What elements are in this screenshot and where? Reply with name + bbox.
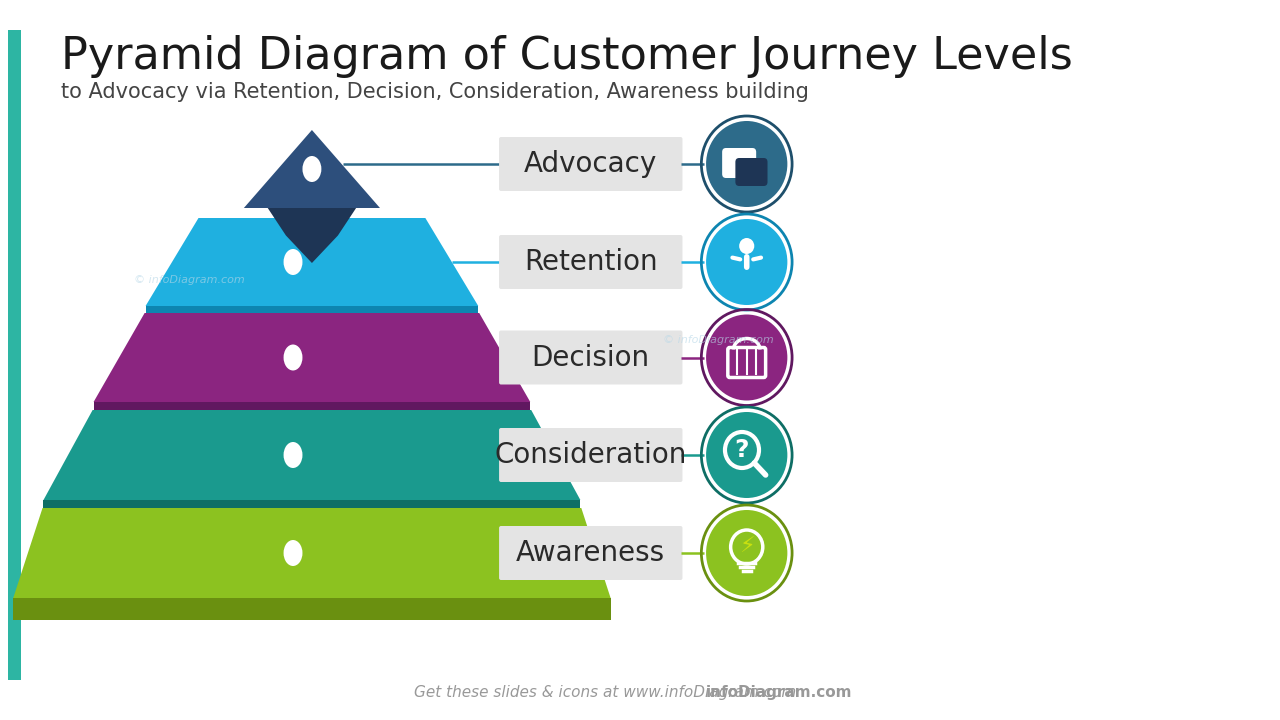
Polygon shape (146, 306, 479, 320)
FancyBboxPatch shape (8, 30, 20, 680)
Ellipse shape (284, 540, 302, 566)
Text: Pyramid Diagram of Customer Journey Levels: Pyramid Diagram of Customer Journey Leve… (61, 35, 1073, 78)
Text: Retention: Retention (524, 248, 658, 276)
Text: © infoDiagram.com: © infoDiagram.com (663, 335, 773, 345)
Circle shape (707, 219, 787, 305)
Text: infoDiagram.com: infoDiagram.com (707, 685, 852, 700)
FancyBboxPatch shape (736, 158, 768, 186)
Circle shape (707, 121, 787, 207)
Text: ?: ? (735, 438, 749, 462)
Polygon shape (146, 218, 479, 306)
Circle shape (707, 315, 787, 400)
Ellipse shape (284, 344, 302, 371)
Circle shape (739, 238, 754, 254)
Polygon shape (13, 508, 611, 598)
Text: ⚡: ⚡ (739, 537, 754, 557)
FancyBboxPatch shape (499, 330, 682, 384)
Text: © infoDiagram.com: © infoDiagram.com (133, 275, 244, 285)
Polygon shape (44, 410, 580, 500)
Polygon shape (268, 208, 356, 263)
Polygon shape (244, 130, 380, 208)
Text: to Advocacy via Retention, Decision, Consideration, Awareness building: to Advocacy via Retention, Decision, Con… (61, 82, 809, 102)
FancyBboxPatch shape (722, 148, 756, 178)
Polygon shape (13, 598, 611, 620)
Ellipse shape (302, 156, 321, 182)
FancyBboxPatch shape (499, 235, 682, 289)
Polygon shape (93, 402, 530, 418)
FancyBboxPatch shape (499, 137, 682, 191)
Text: Decision: Decision (531, 343, 650, 372)
FancyBboxPatch shape (499, 428, 682, 482)
Ellipse shape (284, 442, 302, 468)
Polygon shape (93, 313, 530, 402)
Text: Advocacy: Advocacy (524, 150, 658, 178)
Text: Get these slides & icons at www.infoDiagram.com: Get these slides & icons at www.infoDiag… (413, 685, 796, 700)
Circle shape (707, 510, 787, 596)
Ellipse shape (284, 249, 302, 275)
Text: Awareness: Awareness (516, 539, 666, 567)
Text: Consideration: Consideration (494, 441, 687, 469)
Circle shape (707, 412, 787, 498)
FancyBboxPatch shape (499, 526, 682, 580)
Polygon shape (44, 500, 580, 518)
